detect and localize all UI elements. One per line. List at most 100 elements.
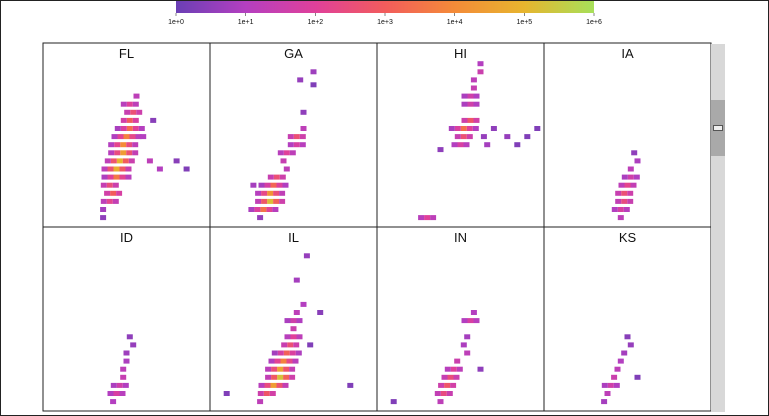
heatmap-cell	[120, 366, 127, 372]
vertical-scrollbar[interactable]	[711, 44, 725, 412]
heatmap-cell	[611, 207, 618, 212]
heatmap-cell	[130, 342, 137, 348]
heatmap-cell	[100, 215, 107, 221]
heatmap-cell	[630, 182, 637, 188]
heatmap-cell	[126, 126, 133, 131]
facet-panel-fl: FL	[42, 42, 211, 228]
scrollbar-thumb[interactable]	[711, 100, 725, 156]
heatmap-cell	[624, 182, 631, 188]
heatmap-cell	[303, 253, 310, 259]
heatmap-cell	[267, 190, 274, 196]
heatmap-cell	[113, 166, 120, 172]
heatmap-cell	[390, 399, 397, 405]
heatmap-cell	[271, 374, 278, 380]
heatmap-cell	[451, 142, 458, 148]
heatmap-cell	[113, 391, 120, 396]
heatmap-cell	[310, 82, 317, 88]
heatmap-cell	[104, 158, 111, 164]
heatmap-cell	[290, 318, 297, 324]
heatmap-cell	[450, 366, 457, 372]
heatmap-cell	[120, 374, 127, 380]
heatmap-cell	[132, 126, 139, 131]
heatmap-cell	[126, 142, 133, 148]
heatmap-cell	[484, 142, 491, 148]
heatmap-cell	[116, 158, 123, 164]
heatmap-cell	[263, 391, 270, 396]
heatmap-cell	[116, 190, 123, 196]
legend-tick-label: 1e+4	[447, 19, 463, 26]
legend-tick-label: 1e+6	[586, 19, 602, 26]
heatmap-cell	[617, 215, 624, 221]
heatmap-cell	[464, 334, 471, 340]
heatmap-cell	[113, 174, 120, 180]
heatmap-cell	[618, 182, 625, 188]
facet-panel-ia: IA	[543, 42, 712, 228]
heatmap-cell	[456, 366, 463, 372]
heatmap-cell	[277, 350, 284, 356]
heatmap-cell	[480, 134, 487, 140]
heatmap-cell	[276, 182, 283, 188]
heatmap-cell	[461, 101, 468, 107]
heatmap-cell	[473, 117, 480, 123]
heatmap-cell	[290, 326, 297, 332]
heatmap-cell	[112, 198, 119, 204]
heatmap-cell	[604, 391, 611, 396]
heatmap-cell	[277, 150, 284, 156]
heatmap-cell	[460, 126, 467, 131]
heatmap-cell	[101, 174, 108, 180]
heatmap-cell	[106, 182, 113, 188]
heatmap-cell	[270, 182, 277, 188]
heatmap-cell	[446, 391, 453, 396]
heatmap-cell	[634, 374, 641, 380]
panel-title: FL	[119, 46, 134, 61]
heatmap-cell	[633, 174, 640, 180]
heatmap-cell	[454, 134, 461, 140]
heatmap-cell	[447, 374, 454, 380]
heatmap-cell	[615, 190, 622, 196]
heatmap-cell	[281, 342, 288, 348]
heatmap-cell	[444, 366, 451, 372]
heatmap-cell	[146, 158, 153, 164]
heatmap-cell	[129, 134, 136, 140]
heatmap-cell	[120, 117, 127, 123]
heatmap-cell	[280, 158, 287, 164]
heatmap-cell	[108, 142, 115, 148]
heatmap-cell	[267, 198, 274, 204]
heatmap-cell	[132, 142, 139, 148]
heatmap-cell	[601, 399, 608, 405]
heatmap-cell	[282, 382, 289, 388]
heatmap-cell	[295, 350, 302, 356]
heatmap-cell	[265, 374, 272, 380]
heatmap-cell	[264, 182, 271, 188]
heatmap-cell	[470, 310, 477, 315]
heatmap-cell	[282, 182, 289, 188]
legend-bar	[176, 1, 594, 13]
heatmap-cell	[110, 399, 117, 405]
heatmap-cell	[457, 142, 464, 148]
heatmap-cell	[273, 198, 280, 204]
legend-tick-label: 1e+3	[377, 19, 393, 26]
heatmap-cell	[283, 374, 290, 380]
heatmap-cell	[101, 166, 108, 172]
heatmap-cell	[107, 391, 114, 396]
heatmap-cell	[156, 166, 163, 172]
heatmap-cell	[617, 207, 624, 212]
heatmap-cell	[490, 126, 497, 131]
heatmap-cell	[132, 150, 139, 156]
heatmap-cell	[438, 382, 445, 388]
heatmap-cell	[183, 166, 190, 172]
heatmap-cell	[297, 77, 304, 83]
heatmap-cell	[110, 158, 117, 164]
heatmap-cell	[296, 334, 303, 340]
heatmap-cell	[317, 310, 324, 315]
facet-panel-id: ID	[42, 226, 211, 412]
heatmap-cell	[138, 126, 145, 131]
heatmap-cell	[248, 207, 255, 212]
heatmap-cell	[617, 358, 624, 364]
color-legend: 1e+0 1e+1 1e+2 1e+3 1e+4 1e+5 1e+6	[168, 1, 602, 26]
heatmap-cell	[122, 158, 129, 164]
panel-title: HI	[454, 46, 467, 61]
heatmap-cell	[437, 399, 444, 405]
heatmap-cell	[250, 182, 257, 188]
heatmap-cell	[440, 391, 447, 396]
